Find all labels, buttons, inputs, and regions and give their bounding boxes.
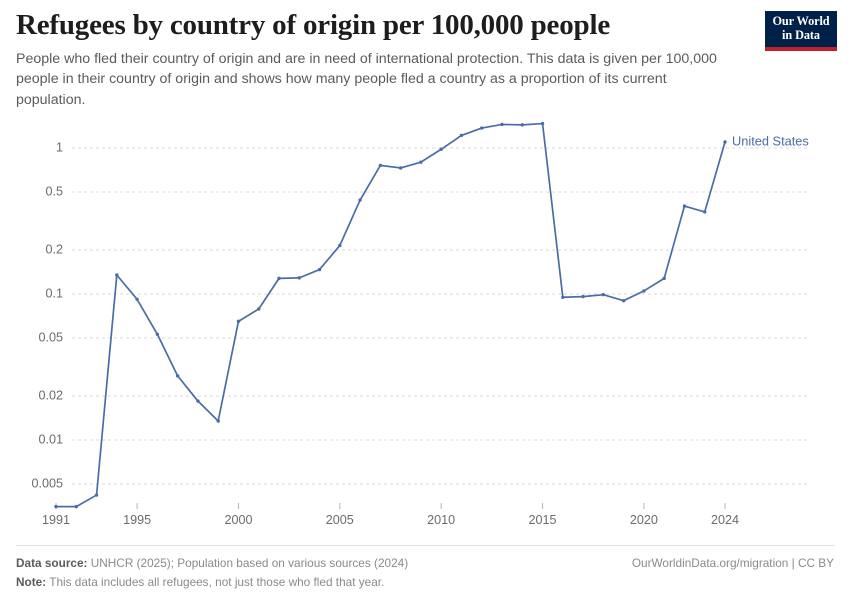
y-axis-tick-label: 0.1	[45, 286, 63, 300]
y-axis-tick-label: 0.005	[31, 476, 63, 490]
data-point[interactable]	[703, 210, 707, 214]
x-axis-tick-label: 2024	[711, 513, 739, 527]
x-axis-tick-label: 2010	[427, 513, 455, 527]
data-point[interactable]	[723, 140, 727, 144]
x-axis-ticks	[55, 503, 726, 509]
data-point[interactable]	[135, 297, 139, 302]
source-label: Data source:	[16, 555, 88, 570]
owid-logo-line2: in Data	[782, 27, 820, 42]
data-point[interactable]	[601, 292, 606, 297]
source-text: UNHCR (2025); Population based on variou…	[90, 555, 409, 570]
page-title: Refugees by country of origin per 100,00…	[16, 9, 610, 41]
series-label: United States	[732, 133, 809, 148]
x-axis-tick-label: 2000	[224, 513, 252, 527]
data-point[interactable]	[317, 267, 322, 272]
data-point[interactable]	[621, 299, 626, 303]
series-line-united-states[interactable]	[55, 122, 726, 508]
footer-source-row: Data source: UNHCR (2025); Population ba…	[16, 554, 834, 573]
data-point[interactable]	[115, 273, 119, 277]
x-axis-tick-label: 1991	[42, 513, 70, 527]
data-point[interactable]	[398, 166, 403, 170]
y-axis-tick-label: 0.2	[45, 242, 63, 256]
data-point[interactable]	[682, 204, 687, 208]
chart-header: Refugees by country of origin per 100,00…	[16, 9, 756, 111]
data-point[interactable]	[196, 399, 200, 403]
y-axis-tick-label: 0.05	[38, 330, 63, 344]
data-point[interactable]	[520, 123, 524, 127]
data-point[interactable]	[297, 276, 301, 280]
y-axis-tick-label: 0.01	[38, 432, 63, 446]
data-point[interactable]	[94, 493, 99, 497]
y-axis-tick-label: 1	[56, 140, 63, 154]
owid-logo[interactable]: Our World in Data	[765, 11, 837, 51]
data-point[interactable]	[480, 126, 484, 130]
x-axis-tick-label: 2020	[630, 513, 658, 527]
chart-footer: Data source: UNHCR (2025); Population ba…	[16, 544, 834, 592]
data-point[interactable]	[642, 289, 646, 293]
chart-subtitle: People who fled their country of origin …	[16, 50, 717, 109]
x-axis-tick-label: 1995	[123, 513, 151, 527]
footer-note-row: Note: This data includes all refugees, n…	[16, 573, 834, 592]
data-point[interactable]	[216, 419, 220, 423]
data-point[interactable]	[236, 319, 241, 324]
attribution-link[interactable]: OurWorldinData.org/migration | CC BY	[631, 555, 834, 570]
data-point[interactable]	[459, 133, 464, 138]
data-point[interactable]	[540, 121, 545, 126]
data-point[interactable]	[662, 276, 666, 281]
y-axis-tick-label: 0.5	[45, 184, 63, 198]
y-axis-tick-label: 0.02	[38, 388, 63, 402]
data-point[interactable]	[378, 163, 383, 168]
x-axis-tick-label: 2005	[326, 513, 354, 527]
data-point[interactable]	[561, 295, 565, 299]
data-point[interactable]	[277, 276, 281, 281]
data-point[interactable]	[500, 122, 504, 127]
series-label-group: United States	[732, 133, 809, 148]
x-axis-tick-label: 2015	[529, 513, 557, 527]
data-point[interactable]	[257, 307, 261, 311]
x-axis-labels: 1991 1995 2000 2005 2010 2015 2020 2024	[42, 513, 739, 527]
data-point[interactable]	[358, 198, 362, 202]
data-point[interactable]	[155, 332, 160, 336]
note-label: Note:	[16, 574, 47, 589]
series-united-states[interactable]	[54, 121, 727, 509]
owid-logo-line1: Our World	[772, 14, 830, 29]
data-point[interactable]	[74, 504, 78, 509]
data-point[interactable]	[338, 243, 342, 248]
data-point[interactable]	[439, 147, 443, 151]
gridlines	[72, 147, 810, 485]
note-text: This data includes all refugees, not jus…	[49, 574, 385, 589]
data-point[interactable]	[54, 504, 58, 509]
y-axis-labels: 0.005 0.01 0.02 0.05 0.1 0.2 0.5 1	[31, 140, 63, 490]
data-point[interactable]	[581, 294, 585, 299]
data-point[interactable]	[419, 160, 423, 164]
data-point[interactable]	[175, 374, 180, 378]
